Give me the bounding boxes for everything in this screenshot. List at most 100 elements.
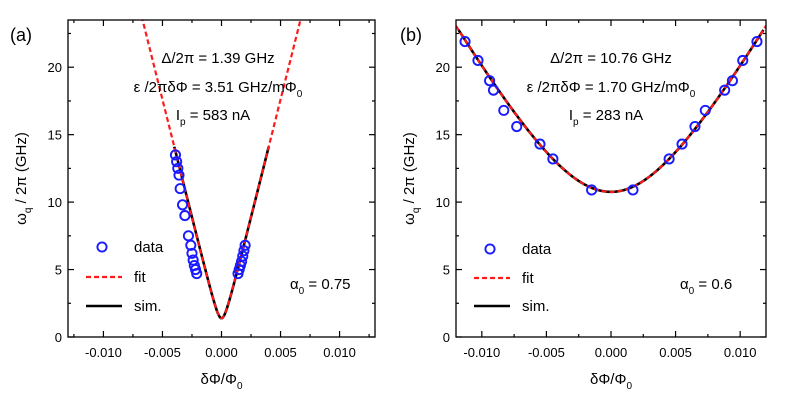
y-tick-label: 10 — [436, 195, 450, 210]
legend-data-label: data — [522, 241, 552, 258]
curves — [456, 25, 766, 194]
legend-data-marker — [96, 241, 108, 253]
data-point — [676, 138, 688, 150]
data-point — [547, 153, 559, 165]
data-point — [238, 245, 250, 257]
annotation-current: Ip = 283 nA — [569, 107, 643, 128]
annotation-alpha-main: α — [290, 276, 299, 293]
data-point — [534, 138, 546, 150]
data-point — [472, 54, 484, 67]
x-tick-label: 0.000 — [205, 345, 238, 360]
y-tick-label: 10 — [48, 195, 62, 210]
data-point — [169, 149, 181, 161]
legend-fit-label: fit — [134, 269, 147, 286]
data-point — [185, 239, 197, 251]
data-point — [174, 183, 186, 195]
data-point — [726, 75, 738, 87]
annotation-slope-main: ε /2πδΦ = 3.51 GHz/mΦ — [134, 79, 297, 96]
y-tick-label: 0 — [443, 330, 450, 345]
annotation-alpha: α0 = 0.75 — [290, 276, 351, 297]
data-point — [186, 247, 198, 259]
x-tick-label: -0.005 — [144, 345, 181, 360]
data-points — [169, 149, 251, 280]
data-point — [737, 54, 749, 67]
data-point — [751, 36, 763, 48]
x-tick-label: 0.000 — [595, 345, 628, 360]
data-point — [173, 169, 185, 181]
annotation-slope-sub: 0 — [297, 89, 303, 100]
y-axis-label-sub: q — [23, 208, 34, 214]
annotation-current: Ip = 583 nA — [176, 107, 250, 128]
annotation-current-sub: p — [180, 117, 186, 128]
curves — [141, 20, 302, 320]
x-axis-label-main: δΦ/Φ — [590, 371, 626, 388]
data-point — [586, 184, 598, 196]
x-tick-label: 0.010 — [323, 345, 356, 360]
annotation-delta: Δ/2π = 1.39 GHz — [161, 50, 274, 67]
x-tick-label: 0.010 — [724, 345, 757, 360]
annotation-alpha-rest: = 0.6 — [694, 276, 732, 293]
y-axis-label: ωq / 2π (GHz) — [401, 132, 422, 225]
data-point — [237, 250, 249, 262]
legend-sim-label: sim. — [522, 298, 550, 315]
data-point — [627, 184, 639, 196]
annotation-current-main: I — [569, 107, 573, 124]
data-point — [172, 162, 184, 174]
data-point — [236, 255, 248, 268]
panel-a: (a) -0.010 -0.005 0.000 0.005 0.010 0 5 10 15 20 δΦ… — [10, 19, 376, 392]
x-tick-label: -0.010 — [85, 345, 122, 360]
legend-sim-label: sim. — [134, 298, 162, 315]
y-tick-label: 15 — [436, 128, 450, 143]
annotation-alpha-main: α — [680, 276, 689, 293]
annotation-alpha-rest: = 0.75 — [304, 276, 350, 293]
data-points — [459, 36, 763, 196]
panel-label: (a) — [10, 25, 32, 45]
y-tick-label: 0 — [55, 330, 62, 345]
legend-data-label: data — [134, 239, 164, 256]
data-point — [239, 239, 251, 251]
sim-curve — [173, 146, 270, 320]
annotation-current-sub: p — [573, 117, 579, 128]
data-point — [484, 75, 496, 87]
y-axis-label-rest: / 2π (GHz) — [401, 132, 418, 207]
y-tick-label: 5 — [55, 263, 62, 278]
fit-curve — [141, 20, 302, 320]
x-axis-label: δΦ/Φ0 — [200, 371, 242, 392]
x-axis-label-main: δΦ/Φ — [200, 371, 236, 388]
fit-curve — [456, 25, 766, 193]
data-point — [487, 84, 500, 96]
data-point — [182, 230, 194, 242]
data-point — [699, 104, 711, 116]
data-point — [191, 268, 203, 280]
x-tick-label: 0.005 — [264, 345, 297, 360]
annotation-slope-sub: 0 — [690, 89, 696, 100]
y-axis-label: ωq / 2π (GHz) — [13, 132, 34, 225]
data-point — [663, 153, 675, 165]
data-point — [719, 84, 731, 96]
annotation-current-rest: = 583 nA — [186, 107, 251, 124]
panel-label: (b) — [400, 25, 422, 45]
x-axis-label-sub: 0 — [626, 381, 632, 392]
data-point — [179, 210, 191, 222]
data-point — [511, 121, 523, 133]
data-point — [176, 199, 189, 211]
y-axis-label-sub: q — [411, 208, 422, 214]
annotation-alpha-sub: 0 — [299, 286, 305, 297]
y-tick-label: 15 — [48, 128, 62, 143]
x-axis-label-sub: 0 — [237, 381, 243, 392]
x-tick-label: 0.005 — [659, 345, 692, 360]
data-point — [459, 36, 471, 48]
y-tick-label: 5 — [443, 263, 450, 278]
y-tick-label: 20 — [436, 60, 450, 75]
data-point — [171, 156, 183, 168]
annotation-alpha-sub: 0 — [689, 286, 695, 297]
data-point — [498, 104, 510, 116]
y-axis-label-rest: / 2π (GHz) — [13, 132, 30, 207]
y-axis-label-main: ω — [401, 213, 418, 225]
x-tick-label: -0.010 — [463, 345, 500, 360]
data-point — [689, 121, 701, 133]
legend-data-marker — [484, 243, 496, 255]
panel-b: (b) -0.010 -0.005 0.000 0.005 0.010 0 5 10 15 20 δΦ… — [400, 19, 767, 392]
annotation-alpha: α0 = 0.6 — [680, 276, 732, 297]
